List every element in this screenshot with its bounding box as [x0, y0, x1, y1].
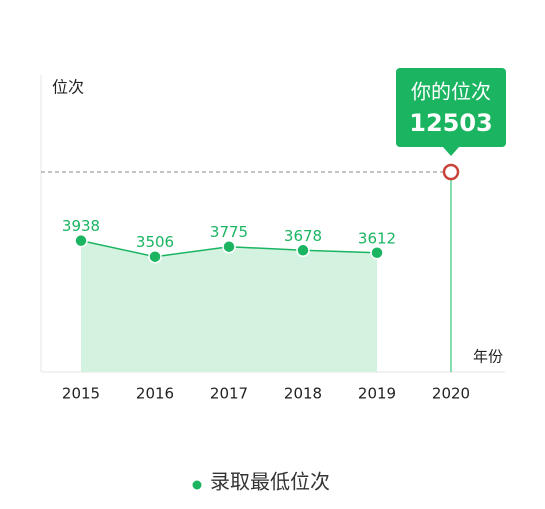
tooltip-title: 你的位次	[411, 80, 491, 104]
x-tick-label: 2019	[358, 385, 396, 403]
tooltip-value: 12503	[409, 109, 493, 137]
highlight-marker	[442, 163, 460, 181]
legend-marker	[192, 480, 202, 490]
x-tick-label: 2017	[210, 385, 248, 403]
data-label: 3775	[210, 223, 248, 241]
data-label: 3612	[358, 229, 396, 247]
point	[296, 243, 310, 258]
legend-label: 录取最低位次	[210, 470, 330, 494]
area	[81, 240, 377, 372]
data-label: 3506	[136, 233, 174, 251]
point	[148, 249, 162, 264]
x-tick-label: 2016	[136, 385, 174, 403]
point	[74, 233, 88, 248]
tooltip	[396, 68, 506, 147]
x-tick-label: 2018	[284, 385, 322, 403]
point	[370, 246, 384, 260]
data-label: 3938	[62, 217, 100, 235]
x-axis-label: 年份	[473, 348, 503, 366]
point	[222, 239, 236, 254]
data-label: 3678	[284, 227, 322, 245]
y-axis-label: 位次	[52, 78, 84, 97]
x-tick-label: 2020	[432, 385, 470, 403]
tooltip-pointer	[443, 147, 459, 156]
x-tick-label: 2015	[62, 385, 100, 403]
